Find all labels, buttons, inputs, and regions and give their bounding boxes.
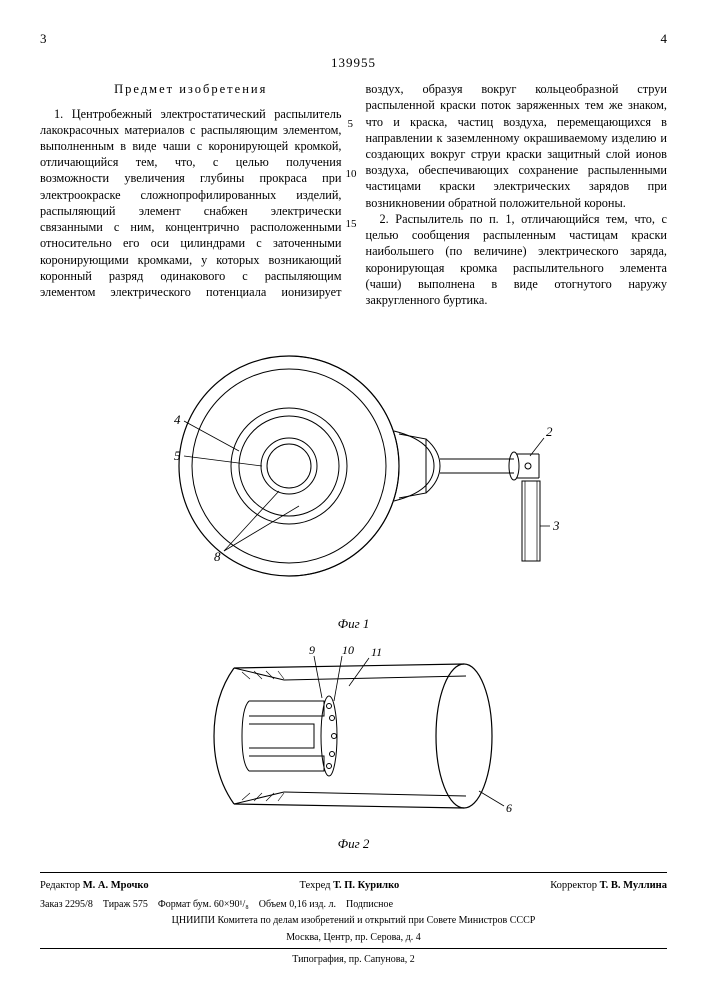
techred: Техред Т. П. Курилко (300, 879, 400, 893)
corrector: Корректор Т. В. Муллина (550, 879, 667, 893)
figure-1-svg: 4 5 8 2 3 (144, 326, 564, 606)
fig1-caption: Фиг 1 (40, 615, 667, 633)
footer: Редактор М. А. Мрочко Техред Т. П. Курил… (40, 872, 667, 966)
right-col-num: 4 (661, 30, 668, 48)
fig2-label-11: 11 (371, 646, 382, 659)
line-mark-10: 10 (346, 167, 357, 182)
fig2-caption: Фиг 2 (40, 835, 667, 853)
claims-text: Предмет изобретения 1. Центробежный элек… (40, 81, 667, 308)
footer-credits: Редактор М. А. Мрочко Техред Т. П. Курил… (40, 879, 667, 893)
footer-org: ЦНИИПИ Комитета по делам изобретений и о… (40, 914, 667, 928)
line-mark-15: 15 (346, 217, 357, 232)
column-numbers: 3 4 (40, 30, 667, 48)
editor: Редактор М. А. Мрочко (40, 879, 149, 893)
footer-typography: Типография, пр. Сапунова, 2 (40, 948, 667, 967)
footer-address: Москва, Центр, пр. Серова, д. 4 (40, 931, 667, 945)
fig1-label-2: 2 (546, 424, 553, 439)
left-col-num: 3 (40, 30, 47, 48)
line-mark-5: 5 (348, 117, 354, 132)
fig1-label-3: 3 (552, 518, 560, 533)
claim-2: 2. Распылитель по п. 1, отличающийся тем… (366, 211, 668, 308)
fig1-label-4: 4 (174, 412, 181, 427)
footer-print-info: Заказ 2295/8 Тираж 575 Формат бум. 60×90… (40, 898, 667, 912)
patent-number: 139955 (40, 54, 667, 72)
figures-block: 4 5 8 2 3 Фиг 1 (40, 326, 667, 852)
page: 3 4 139955 5 10 15 Предмет изобретения 1… (0, 0, 707, 987)
fig2-label-10: 10 (342, 646, 354, 657)
fig1-label-5: 5 (174, 448, 181, 463)
fig2-label-9: 9 (309, 646, 315, 657)
fig2-label-6: 6 (506, 801, 512, 815)
fig1-label-8: 8 (214, 549, 221, 564)
figure-2-svg: 9 10 11 6 (164, 646, 544, 826)
section-title: Предмет изобретения (40, 81, 342, 98)
